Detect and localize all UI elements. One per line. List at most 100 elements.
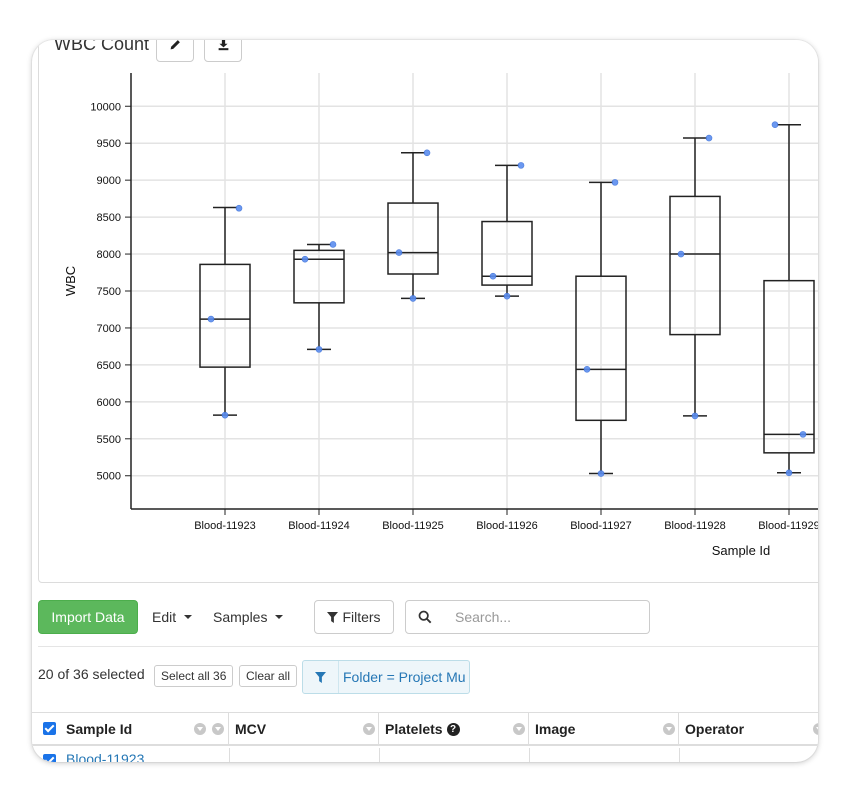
cell-divider bbox=[379, 748, 380, 762]
search-input[interactable] bbox=[443, 600, 650, 634]
search-button[interactable] bbox=[405, 600, 444, 634]
data-point bbox=[583, 366, 591, 373]
selection-bar: 20 of 36 selected Select all 36 Clear al… bbox=[38, 660, 818, 694]
y-tick-label: 5000 bbox=[97, 471, 121, 483]
x-tick-label: Blood-11927 bbox=[570, 520, 632, 532]
x-tick-label: Blood-11925 bbox=[382, 520, 444, 532]
app-window: 5000 5500 6000 6500 7000 7500 8000 8500 9000 9500… bbox=[32, 40, 818, 762]
active-filter-chip[interactable]: Folder = Project Mu bbox=[302, 660, 470, 694]
column-label: MCV bbox=[235, 721, 267, 737]
box-plot-chart: 5000 5500 6000 6500 7000 7500 8000 8500 9000 9500… bbox=[63, 73, 818, 558]
data-point bbox=[301, 255, 309, 263]
column-menu-icon[interactable] bbox=[513, 723, 525, 735]
filters-label: Filters bbox=[342, 609, 381, 625]
data-point bbox=[785, 469, 793, 477]
column-header-mcv[interactable]: MCV bbox=[229, 713, 379, 745]
filter-chip-icon-box bbox=[303, 661, 339, 693]
cell-divider bbox=[679, 748, 680, 762]
x-axis-title: Sample Id bbox=[712, 543, 771, 558]
search-icon bbox=[418, 610, 431, 624]
x-tick-label: Blood-11926 bbox=[476, 520, 538, 532]
cell-divider bbox=[529, 748, 530, 762]
data-point bbox=[799, 431, 807, 438]
data-point bbox=[423, 149, 431, 157]
filter-chip-label: Folder = Project Mu bbox=[343, 669, 466, 685]
column-menu-icon[interactable] bbox=[212, 723, 224, 735]
data-point bbox=[771, 121, 779, 129]
table-row[interactable]: Blood-11923 bbox=[32, 748, 818, 762]
filter-icon bbox=[327, 611, 339, 623]
box-iqr bbox=[387, 202, 439, 275]
column-label-wrap: Platelets ? bbox=[385, 721, 460, 737]
y-tick-label: 5500 bbox=[97, 434, 121, 446]
data-point bbox=[207, 315, 215, 323]
column-menu-icon[interactable] bbox=[663, 723, 675, 735]
data-point bbox=[705, 134, 713, 142]
sort-icon[interactable] bbox=[194, 723, 206, 735]
data-point bbox=[503, 292, 511, 300]
y-tick-label: 8000 bbox=[97, 249, 121, 261]
column-menu-icon[interactable] bbox=[363, 723, 375, 735]
data-point bbox=[517, 162, 525, 169]
samples-menu[interactable]: Samples bbox=[213, 600, 284, 634]
y-tick-label: 9500 bbox=[97, 138, 121, 150]
caret-down-icon bbox=[275, 615, 284, 619]
samples-menu-label: Samples bbox=[213, 609, 268, 625]
x-tick-label: Blood-11924 bbox=[288, 520, 350, 532]
data-toolbar: Import Data Edit Samples Filters bbox=[38, 600, 818, 634]
box-iqr bbox=[293, 249, 345, 304]
download-chart-button[interactable] bbox=[204, 40, 242, 62]
import-data-button[interactable]: Import Data bbox=[38, 600, 138, 634]
box-iqr bbox=[481, 220, 533, 286]
data-point bbox=[691, 412, 699, 420]
x-tick-label: Blood-11923 bbox=[194, 520, 256, 532]
data-point bbox=[489, 272, 497, 280]
download-icon bbox=[218, 40, 228, 50]
column-header-sample-id[interactable]: Sample Id bbox=[32, 713, 229, 745]
data-point bbox=[409, 295, 417, 302]
box-iqr bbox=[199, 263, 251, 368]
y-tick-label: 6500 bbox=[97, 360, 121, 372]
clear-all-button[interactable]: Clear all bbox=[239, 665, 298, 687]
y-tick-label: 6000 bbox=[97, 397, 121, 409]
data-point bbox=[315, 346, 323, 353]
column-menu-icon[interactable] bbox=[813, 723, 818, 735]
y-tick-label: 8500 bbox=[97, 212, 121, 224]
column-label: Operator bbox=[685, 721, 745, 737]
box-iqr bbox=[575, 275, 627, 422]
selection-summary: 20 of 36 selected bbox=[38, 666, 145, 682]
table-header: Sample Id MCV Platelets ? Image Operator bbox=[32, 712, 818, 746]
data-point bbox=[611, 179, 619, 186]
filters-button[interactable]: Filters bbox=[314, 600, 394, 634]
column-label: Sample Id bbox=[66, 721, 133, 737]
y-tick-label: 7000 bbox=[97, 323, 121, 335]
data-point bbox=[597, 470, 605, 477]
chart-panel: 5000 5500 6000 6500 7000 7500 8000 8500 9000 9500… bbox=[38, 40, 818, 583]
box-iqr bbox=[763, 279, 815, 454]
column-label: Image bbox=[535, 721, 576, 737]
data-point bbox=[235, 204, 243, 212]
chart-title: WBC Count bbox=[54, 40, 150, 54]
column-header-operator[interactable]: Operator bbox=[679, 713, 818, 745]
box-iqr bbox=[669, 195, 721, 336]
data-point bbox=[221, 411, 229, 419]
column-header-platelets[interactable]: Platelets ? bbox=[379, 713, 529, 745]
edit-menu-label: Edit bbox=[152, 609, 177, 625]
column-label: Platelets bbox=[385, 721, 443, 737]
select-all-button[interactable]: Select all 36 bbox=[154, 665, 234, 687]
y-axis-title: WBC bbox=[63, 266, 78, 296]
y-tick-label: 7500 bbox=[97, 286, 121, 298]
cell-divider bbox=[229, 748, 230, 762]
row-checkbox[interactable] bbox=[43, 754, 56, 762]
edit-chart-button[interactable] bbox=[156, 40, 194, 62]
y-tick-label: 10000 bbox=[90, 101, 121, 113]
select-all-checkbox[interactable] bbox=[43, 722, 56, 735]
pencil-icon bbox=[170, 40, 180, 49]
column-header-image[interactable]: Image bbox=[529, 713, 679, 745]
x-tick-label: Blood-11929 bbox=[758, 520, 818, 532]
data-point bbox=[677, 250, 685, 258]
filter-icon bbox=[315, 671, 326, 683]
edit-menu[interactable]: Edit bbox=[152, 600, 193, 634]
sample-id-link[interactable]: Blood-11923 bbox=[66, 751, 145, 762]
help-icon[interactable]: ? bbox=[446, 722, 460, 736]
